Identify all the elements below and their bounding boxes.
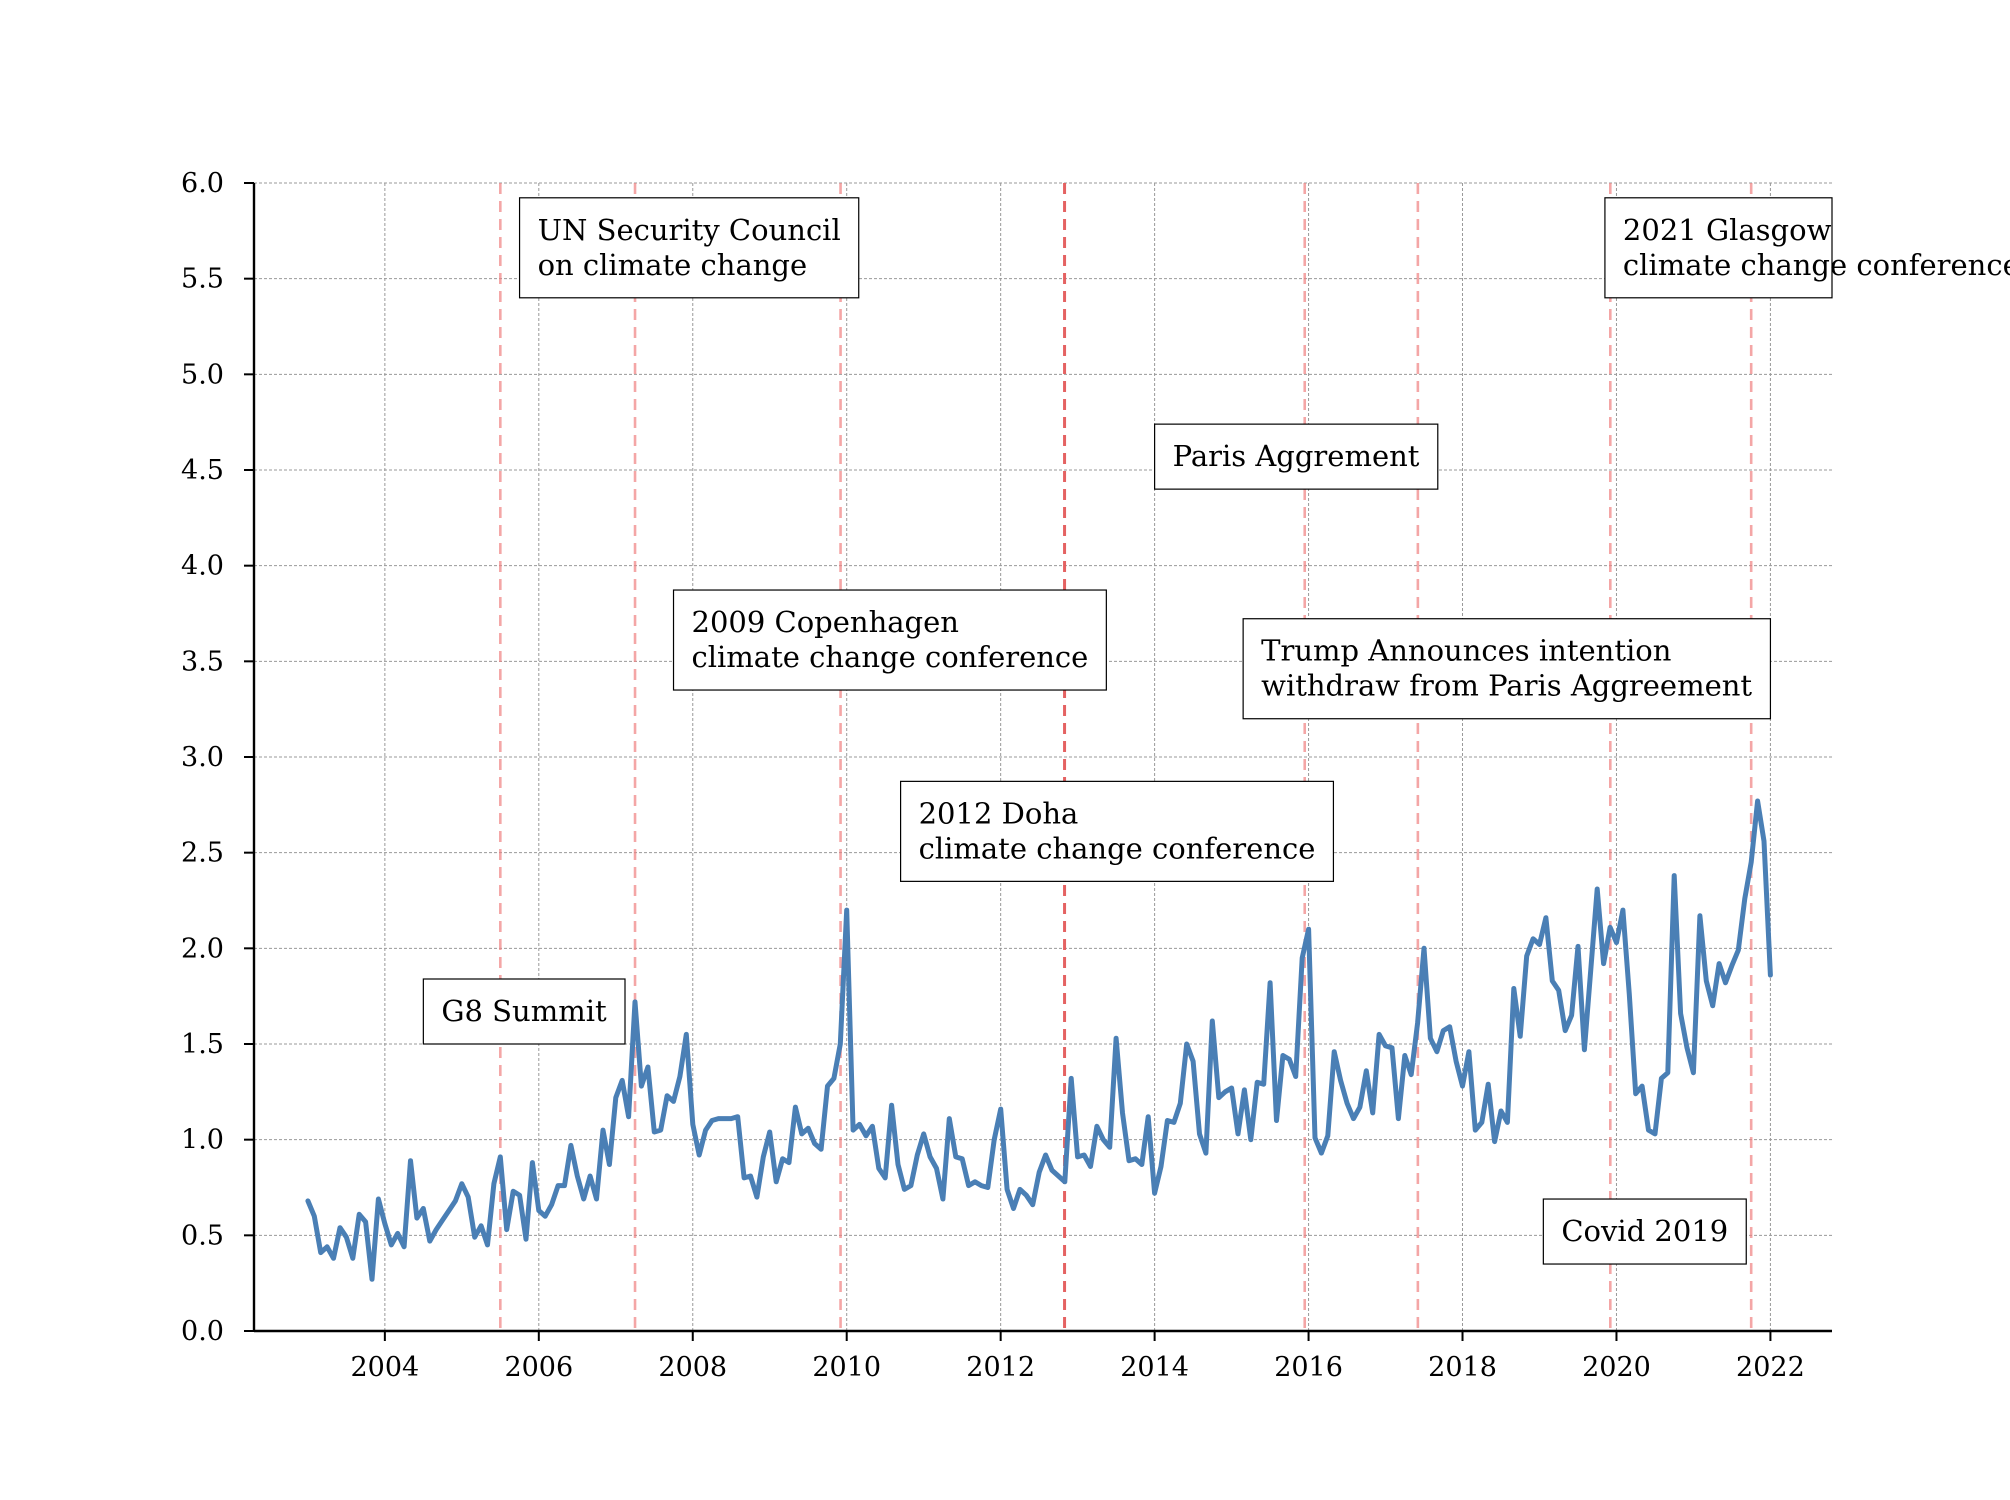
annotation-box [1154,423,1439,490]
annotation-box [1604,197,1833,299]
annotation-box [1542,1198,1747,1265]
annotation-box [672,589,1107,691]
x-tick-label: 2008 [658,1352,727,1383]
y-tick-label: 0.0 [181,1316,224,1347]
annotation-text: Covid 2019 [1561,1214,1728,1248]
annotation-text: Trump Announces intention withdraw from P… [1261,634,1752,703]
series-line [305,798,1773,1282]
annotation-text: 2012 Doha climate change conference [919,796,1316,865]
y-axis-ticks: 0.0 0.5 1.0 1.5 2.0 2.5 3.0 3.5 4.0 4.5 5.0 5.5 6.0 [181,168,254,1347]
annotation-covid: Covid 2019 [1542,1198,1747,1265]
annotation-line: Paris Aggrement [1173,439,1420,473]
y-tick-label: 5.0 [181,359,224,390]
y-tick-label: 3.0 [181,742,224,773]
annotation-line: 2009 Copenhagen [692,605,959,639]
x-tick-label: 2022 [1736,1352,1805,1383]
y-tick-label: 0.5 [181,1220,224,1251]
annotation-box [1242,618,1772,720]
annotation-text: 2009 Copenhagen climate change conference [692,605,1089,674]
x-tick-label: 2012 [966,1352,1035,1383]
y-tick-label: 6.0 [181,168,224,199]
annotation-text: UN Security Council on climate change [538,213,841,282]
annotation-line: on climate change [538,248,808,282]
annotation-box [422,978,626,1045]
y-tick-label: 3.5 [181,646,224,677]
x-tick-label: 2010 [812,1352,881,1383]
annotation-doha: 2012 Doha climate change conference [899,780,1335,882]
annotation-trump: Trump Announces intention withdraw from P… [1242,618,1772,720]
annotation-line: 2021 Glasgow [1623,213,1832,247]
y-tick-label: 1.5 [181,1029,224,1060]
annotation-g8-summit: G8 Summit [422,978,626,1045]
annotation-line: Covid 2019 [1561,1214,1728,1248]
x-tick-label: 2006 [504,1352,573,1383]
annotation-line: withdraw from Paris Aggreement [1261,669,1752,703]
annotation-text: Paris Aggrement [1173,439,1420,473]
annotation-line: 2012 Doha [919,796,1079,830]
annotation-text: 2021 Glasgow climate change conference [1623,213,2010,282]
annotations: G8 Summit UN Security Council on climate c… [422,197,2010,1265]
x-tick-label: 2018 [1428,1352,1497,1383]
x-axis-ticks: 2004 2006 2008 2010 2012 2014 2016 2018 2020 2022 [350,1331,1805,1383]
y-tick-label: 5.5 [181,264,224,295]
annotation-box [899,780,1335,882]
annotation-paris: Paris Aggrement [1154,423,1439,490]
annotation-un-security-council: UN Security Council on climate change [518,197,860,299]
annotation-line: G8 Summit [441,994,607,1028]
y-tick-label: 4.5 [181,455,224,486]
annotation-box [518,197,860,299]
annotation-line: UN Security Council [538,213,841,247]
event-lines [499,183,1753,1331]
x-tick-label: 2016 [1274,1352,1343,1383]
annotation-text: G8 Summit [441,994,607,1028]
annotation-line: climate change conference [919,831,1316,865]
annotation-copenhagen: 2009 Copenhagen climate change conference [672,589,1107,691]
y-tick-label: 1.0 [181,1125,224,1156]
x-tick-label: 2020 [1582,1352,1651,1383]
annotation-glasgow: 2021 Glasgow climate change conference [1604,197,2010,299]
x-tick-label: 2004 [350,1352,419,1383]
annotation-line: climate change conference [1623,248,2010,282]
y-tick-label: 2.5 [181,838,224,869]
x-tick-label: 2014 [1120,1352,1189,1383]
y-tick-label: 4.0 [181,551,224,582]
annotation-line: Trump Announces intention [1261,634,1671,668]
y-tick-label: 2.0 [181,933,224,964]
grid-lines [254,182,1832,1332]
series-layer [305,798,1773,1282]
annotation-line: climate change conference [692,640,1089,674]
